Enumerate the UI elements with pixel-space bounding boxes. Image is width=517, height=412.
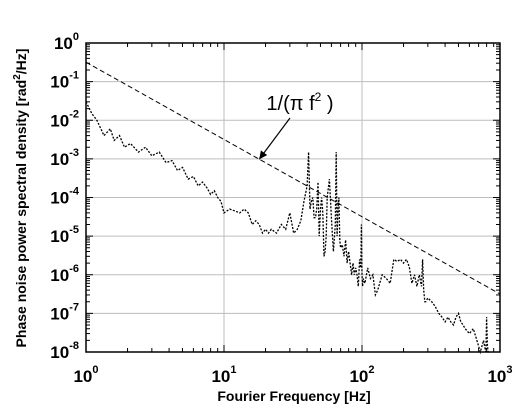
y-tick-label-exp: -7 — [69, 301, 79, 313]
y-tick-label-exp: -5 — [69, 224, 79, 236]
x-tick-label-exp: 3 — [506, 364, 512, 376]
x-tick-label-base: 10 — [349, 367, 368, 386]
x-tick-labels: 100 101 102 103 — [73, 364, 512, 386]
x-tick-label-exp: 1 — [230, 364, 236, 376]
y-axis-title-sup: 2 — [12, 74, 23, 80]
y-tick-label-base: 10 — [50, 150, 69, 169]
y-tick-label: 10-4 — [50, 186, 80, 208]
y-tick-label: 10-8 — [50, 340, 79, 362]
x-tick-label-exp: 0 — [92, 364, 98, 376]
y-tick-label-exp: 0 — [73, 31, 79, 43]
y-tick-label: 10-2 — [50, 108, 79, 130]
y-tick-label-base: 10 — [50, 111, 69, 130]
x-tick-label: 100 — [73, 364, 98, 386]
y-tick-label: 10-3 — [50, 147, 79, 169]
reference-slope-line — [85, 61, 501, 295]
y-tick-label-exp: -6 — [69, 263, 79, 275]
annotation-arrow-head — [259, 150, 268, 160]
y-tick-label-exp: -3 — [69, 147, 79, 159]
y-tick-label-base: 10 — [50, 73, 69, 92]
y-tick-label-base: 10 — [50, 227, 69, 246]
y-tick-label-base: 10 — [50, 266, 69, 285]
y-tick-label-exp: -1 — [69, 70, 79, 82]
measured-psd-line — [85, 101, 491, 355]
x-axis-title: Fourier Frequency [Hz] — [217, 388, 370, 404]
annotation-arrow-shaft — [258, 117, 291, 160]
annotation-label-main: 1/(π f — [266, 93, 315, 115]
x-tick-label: 103 — [487, 364, 512, 386]
grid-lines — [86, 43, 500, 352]
x-tick-label: 101 — [211, 364, 236, 386]
x-tick-label-base: 10 — [73, 367, 92, 386]
annotation-layer: 1/(π f2 ) — [258, 90, 334, 160]
tick-marks — [85, 43, 500, 353]
y-tick-label-base: 10 — [50, 304, 69, 323]
series-layer — [85, 61, 501, 355]
x-tick-label: 102 — [349, 364, 374, 386]
y-tick-label-base: 10 — [50, 343, 69, 362]
annotation-label-suffix: ) — [321, 93, 333, 115]
y-tick-label: 10-7 — [50, 301, 79, 323]
y-tick-label-exp: -8 — [69, 340, 79, 352]
y-tick-label: 100 — [54, 31, 79, 53]
annotation-label-sup: 2 — [315, 90, 322, 104]
x-tick-label-base: 10 — [487, 367, 506, 386]
y-tick-label-exp: -2 — [69, 108, 79, 120]
y-tick-label-exp: -4 — [69, 186, 80, 198]
y-tick-label: 10-6 — [50, 263, 79, 285]
y-axis-title-suffix: /Hz] — [13, 49, 29, 75]
y-tick-label: 10-5 — [50, 224, 79, 246]
annotation-label: 1/(π f2 ) — [266, 90, 333, 115]
y-tick-label-base: 10 — [50, 189, 69, 208]
x-tick-label-exp: 2 — [368, 364, 374, 376]
y-axis-title-main: Phase noise power spectral density [rad — [13, 80, 29, 348]
y-tick-label-base: 10 — [54, 34, 73, 53]
x-tick-label-base: 10 — [211, 367, 230, 386]
y-axis-title: Phase noise power spectral density [rad2… — [12, 49, 29, 348]
y-tick-label: 10-1 — [50, 70, 79, 92]
